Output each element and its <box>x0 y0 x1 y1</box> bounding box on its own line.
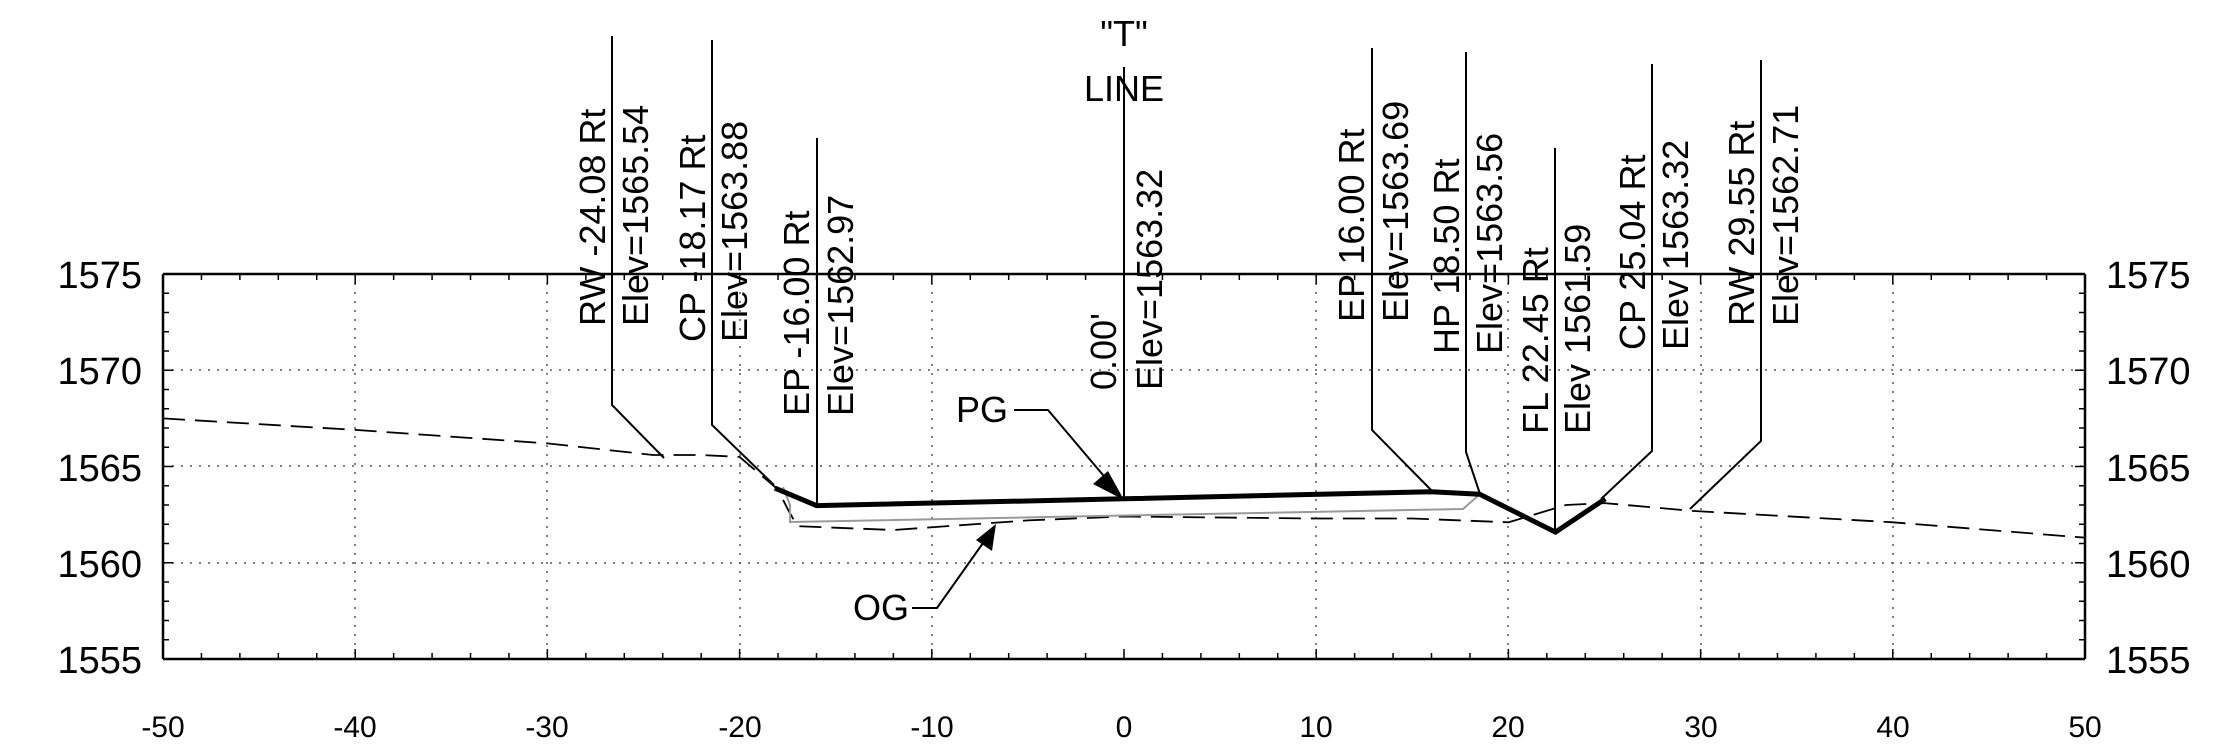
x-tick-label: 10 <box>1299 711 1332 744</box>
label-cp-left: CP -18.17 Rt <box>672 135 713 342</box>
y-tick-label: 1565 <box>57 448 142 490</box>
label-ep-left-elev: Elev=1562.97 <box>820 195 861 416</box>
centerline-title: "T" LINE <box>1084 13 1164 109</box>
x-tick-label: -10 <box>910 711 953 744</box>
axis-minor-ticks <box>162 273 2086 660</box>
y-tick-label: 1565 <box>2106 448 2191 490</box>
y-tick-label: 1555 <box>57 640 142 682</box>
pg-callout: PG <box>956 389 1124 500</box>
label-hp-elev: Elev=1563.56 <box>1469 133 1510 354</box>
y-tick-label: 1570 <box>57 351 142 393</box>
y-tick-label: 1560 <box>2106 544 2191 586</box>
x-tick-label: 50 <box>2068 711 2101 744</box>
y-axis-right: 1575 1570 1565 1560 1555 <box>2106 255 2191 682</box>
label-rw-right-elev: Elev=1562.71 <box>1765 105 1806 326</box>
x-tick-label: -20 <box>718 711 761 744</box>
label-ep-right-elev: Elev=1563.69 <box>1375 101 1416 322</box>
label-rw-left-elev: Elev=1565.54 <box>615 105 656 326</box>
y-tick-label: 1575 <box>57 255 142 297</box>
label-ep-left: EP -16.00 Rt <box>776 211 817 416</box>
centerline-station: 0.00' <box>1083 313 1124 390</box>
og-callout: OG <box>853 524 996 628</box>
x-tick-label: 30 <box>1684 711 1717 744</box>
label-hp: HP 18.50 Rt <box>1426 159 1467 354</box>
y-axis-left: 1575 1570 1565 1560 1555 <box>57 255 142 682</box>
profile-grade-line <box>773 485 1607 535</box>
subgrade-line <box>782 486 1481 524</box>
x-tick-label: 20 <box>1491 711 1524 744</box>
x-tick-label: 40 <box>1876 711 1909 744</box>
og-arrowhead <box>976 524 996 551</box>
x-tick-label: -40 <box>333 711 376 744</box>
grid <box>163 274 2085 659</box>
y-tick-label: 1555 <box>2106 640 2191 682</box>
label-ep-right: EP 16.00 Rt <box>1331 129 1372 322</box>
label-fl: FL 22.45 Rt <box>1515 247 1556 434</box>
centerline-title-line1: "T" <box>1100 13 1148 54</box>
centerline-elev: Elev=1563.32 <box>1129 169 1170 390</box>
y-tick-label: 1570 <box>2106 351 2191 393</box>
label-rw-left: RW -24.08 Rt <box>572 109 613 326</box>
y-tick-label: 1560 <box>57 544 142 586</box>
label-cp-right: CP 25.04 Rt <box>1612 155 1653 350</box>
label-fl-elev: Elev 1561.59 <box>1557 224 1598 434</box>
label-rw-right: RW 29.55 Rt <box>1721 121 1762 326</box>
x-tick-label: 0 <box>1116 711 1133 744</box>
pg-label: PG <box>956 389 1008 430</box>
label-leaders <box>611 36 1762 532</box>
label-cp-left-elev: Elev=1563.88 <box>714 121 755 342</box>
pg-arrowhead <box>1093 471 1124 500</box>
y-tick-label: 1575 <box>2106 255 2191 297</box>
x-tick-label: -50 <box>141 711 184 744</box>
label-cp-right-elev: Elev 1563.32 <box>1655 140 1696 350</box>
og-label: OG <box>853 587 909 628</box>
centerline-title-line2: LINE <box>1084 68 1164 109</box>
point-labels: RW -24.08 Rt Elev=1565.54 CP -18.17 Rt E… <box>572 101 1806 434</box>
x-tick-label: -30 <box>525 711 568 744</box>
x-axis: -50 -40 -30 -20 -10 0 10 20 30 40 50 <box>141 711 2101 744</box>
